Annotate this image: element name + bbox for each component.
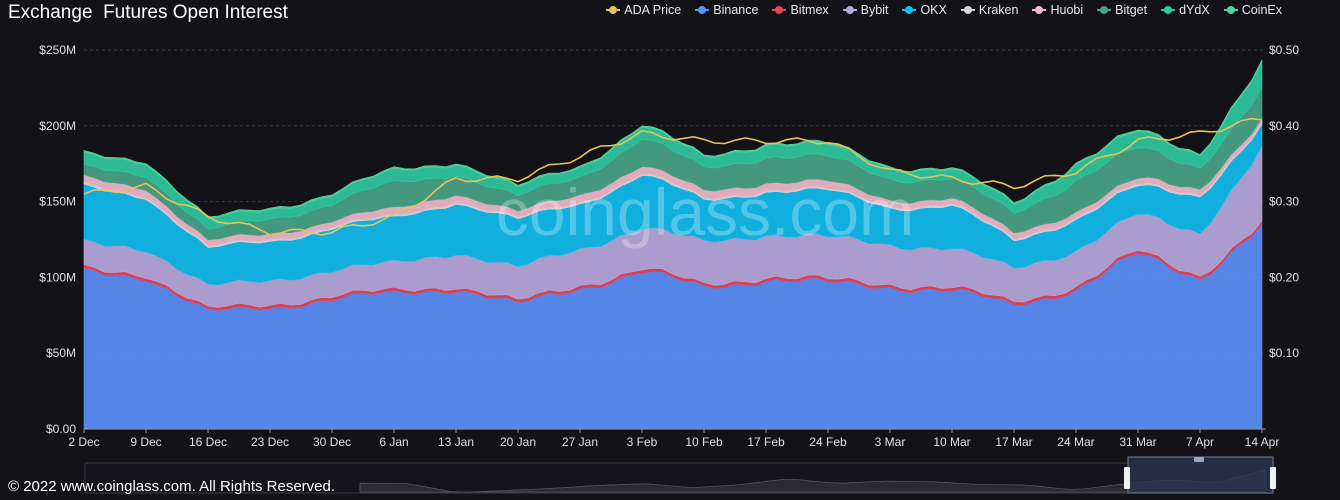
- area-series-coinex: [83, 59, 1263, 219]
- x-tick-label: 24 Feb: [809, 435, 847, 449]
- legend-item-okx[interactable]: OKX: [902, 3, 947, 17]
- legend-swatch-bitmex: [772, 5, 787, 15]
- legend-label-bitget: Bitget: [1115, 3, 1148, 17]
- x-tick-label: 14 Apr: [1245, 435, 1280, 449]
- x-tick-label: 13 Jan: [438, 435, 474, 449]
- legend-item-dydx[interactable]: dYdX: [1161, 3, 1210, 17]
- copyright-footer: © 2022 www.coinglass.com. All Rights Res…: [8, 478, 336, 495]
- legend-item-coinex[interactable]: CoinEx: [1223, 3, 1282, 17]
- x-tick-label: 30 Dec: [313, 435, 351, 449]
- x-tick-label: 2 Dec: [68, 435, 99, 449]
- x-tick-label: 27 Jan: [562, 435, 598, 449]
- chart-legend: ADA Price Binance Bitmex Bybit OKX Kraken Huob…: [606, 3, 1282, 17]
- x-tick-label: 16 Dec: [189, 435, 227, 449]
- legend-label-bybit: Bybit: [860, 3, 889, 17]
- y-right-tick-label: $0.50: [1269, 43, 1299, 57]
- legend-label-coinex: CoinEx: [1241, 3, 1282, 17]
- legend-item-ada-price[interactable]: ADA Price: [606, 3, 681, 17]
- zoom-slider-left-handle: [1124, 467, 1130, 489]
- legend-item-kraken[interactable]: Kraken: [960, 3, 1019, 17]
- x-tick-label: 10 Mar: [933, 435, 970, 449]
- y-left-tick-label: $0.00: [46, 422, 76, 436]
- legend-swatch-bybit: [842, 5, 857, 15]
- legend-label-bitmex: Bitmex: [790, 3, 829, 17]
- watermark-text: coinglass.com: [496, 175, 914, 249]
- legend-swatch-okx: [902, 5, 917, 15]
- x-tick-label: 17 Feb: [747, 435, 785, 449]
- x-tick-label: 10 Feb: [685, 435, 723, 449]
- x-tick-label: 3 Feb: [627, 435, 658, 449]
- y-right-tick-label: $0.40: [1269, 119, 1299, 133]
- x-tick-label: 7 Apr: [1186, 435, 1214, 449]
- y-right-tick-label: $0.30: [1269, 195, 1299, 209]
- legend-swatch-coinex: [1223, 5, 1238, 15]
- legend-swatch-kraken: [960, 5, 975, 15]
- x-tick-label: 20 Jan: [500, 435, 536, 449]
- y-right-tick-label: $0.10: [1269, 346, 1299, 360]
- zoom-slider-grip: [1194, 457, 1204, 462]
- x-tick-label: 24 Mar: [1057, 435, 1094, 449]
- legend-label-ada-price: ADA Price: [624, 3, 682, 17]
- zoom-slider-right-handle: [1270, 467, 1276, 489]
- legend-label-dydx: dYdX: [1179, 3, 1210, 17]
- y-left-tick-label: $50M: [46, 346, 76, 360]
- legend-label-huobi: Huobi: [1050, 3, 1084, 17]
- x-tick-label: 31 Mar: [1119, 435, 1156, 449]
- x-tick-label: 6 Jan: [379, 435, 408, 449]
- y-left-tick-label: $150M: [39, 195, 76, 209]
- zoom-slider[interactable]: [84, 456, 1276, 494]
- legend-label-okx: OKX: [920, 3, 947, 17]
- legend-item-binance[interactable]: Binance: [695, 3, 758, 17]
- legend-swatch-huobi: [1032, 5, 1047, 15]
- x-tick-label: 23 Dec: [251, 435, 289, 449]
- y-left-tick-label: $100M: [39, 270, 76, 284]
- legend-swatch-bitget: [1097, 5, 1112, 15]
- x-tick-label: 3 Mar: [875, 435, 906, 449]
- legend-item-huobi[interactable]: Huobi: [1032, 3, 1083, 17]
- y-left-tick-label: $250M: [39, 43, 76, 57]
- legend-item-bitmex[interactable]: Bitmex: [772, 3, 829, 17]
- legend-label-kraken: Kraken: [978, 3, 1019, 17]
- x-tick-label: 9 Dec: [130, 435, 161, 449]
- line-series-ada-price: [83, 117, 1263, 236]
- y-left-tick-label: $200M: [39, 119, 76, 133]
- x-tick-label: 17 Mar: [995, 435, 1032, 449]
- legend-swatch-ada-price: [606, 5, 621, 15]
- y-right-tick-label: $0.20: [1269, 270, 1299, 284]
- legend-label-binance: Binance: [713, 3, 759, 17]
- legend-item-bitget[interactable]: Bitget: [1097, 3, 1147, 17]
- zoom-slider-selection: [1127, 456, 1274, 494]
- legend-swatch-dydx: [1161, 5, 1176, 15]
- legend-swatch-binance: [695, 5, 710, 15]
- chart-title: Exchange Futures Open Interest: [8, 2, 288, 23]
- legend-item-bybit[interactable]: Bybit: [842, 3, 889, 17]
